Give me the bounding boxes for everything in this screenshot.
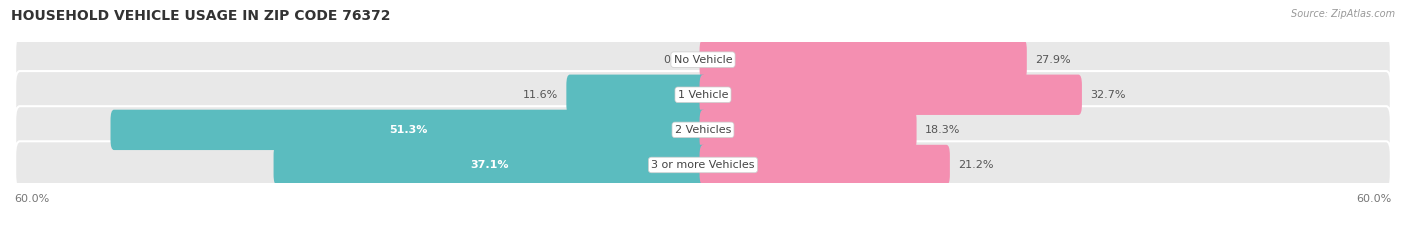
- Text: 18.3%: 18.3%: [925, 125, 960, 135]
- Text: 27.9%: 27.9%: [1035, 55, 1070, 65]
- Text: 51.3%: 51.3%: [389, 125, 427, 135]
- FancyBboxPatch shape: [15, 141, 1391, 189]
- Text: 2 Vehicles: 2 Vehicles: [675, 125, 731, 135]
- Text: 32.7%: 32.7%: [1090, 90, 1125, 100]
- Text: 3 or more Vehicles: 3 or more Vehicles: [651, 160, 755, 170]
- FancyBboxPatch shape: [700, 110, 917, 150]
- FancyBboxPatch shape: [700, 75, 1083, 115]
- Text: No Vehicle: No Vehicle: [673, 55, 733, 65]
- Text: 1 Vehicle: 1 Vehicle: [678, 90, 728, 100]
- Text: HOUSEHOLD VEHICLE USAGE IN ZIP CODE 76372: HOUSEHOLD VEHICLE USAGE IN ZIP CODE 7637…: [11, 9, 391, 23]
- Text: 11.6%: 11.6%: [523, 90, 558, 100]
- FancyBboxPatch shape: [700, 145, 950, 185]
- FancyBboxPatch shape: [111, 110, 706, 150]
- Text: 60.0%: 60.0%: [1357, 194, 1392, 204]
- Text: Source: ZipAtlas.com: Source: ZipAtlas.com: [1291, 9, 1395, 19]
- Text: 0.0%: 0.0%: [664, 55, 692, 65]
- Text: 21.2%: 21.2%: [957, 160, 994, 170]
- FancyBboxPatch shape: [15, 71, 1391, 118]
- FancyBboxPatch shape: [567, 75, 706, 115]
- Text: 60.0%: 60.0%: [14, 194, 49, 204]
- FancyBboxPatch shape: [274, 145, 706, 185]
- Text: 37.1%: 37.1%: [471, 160, 509, 170]
- FancyBboxPatch shape: [15, 36, 1391, 83]
- FancyBboxPatch shape: [700, 40, 1026, 80]
- FancyBboxPatch shape: [15, 106, 1391, 154]
